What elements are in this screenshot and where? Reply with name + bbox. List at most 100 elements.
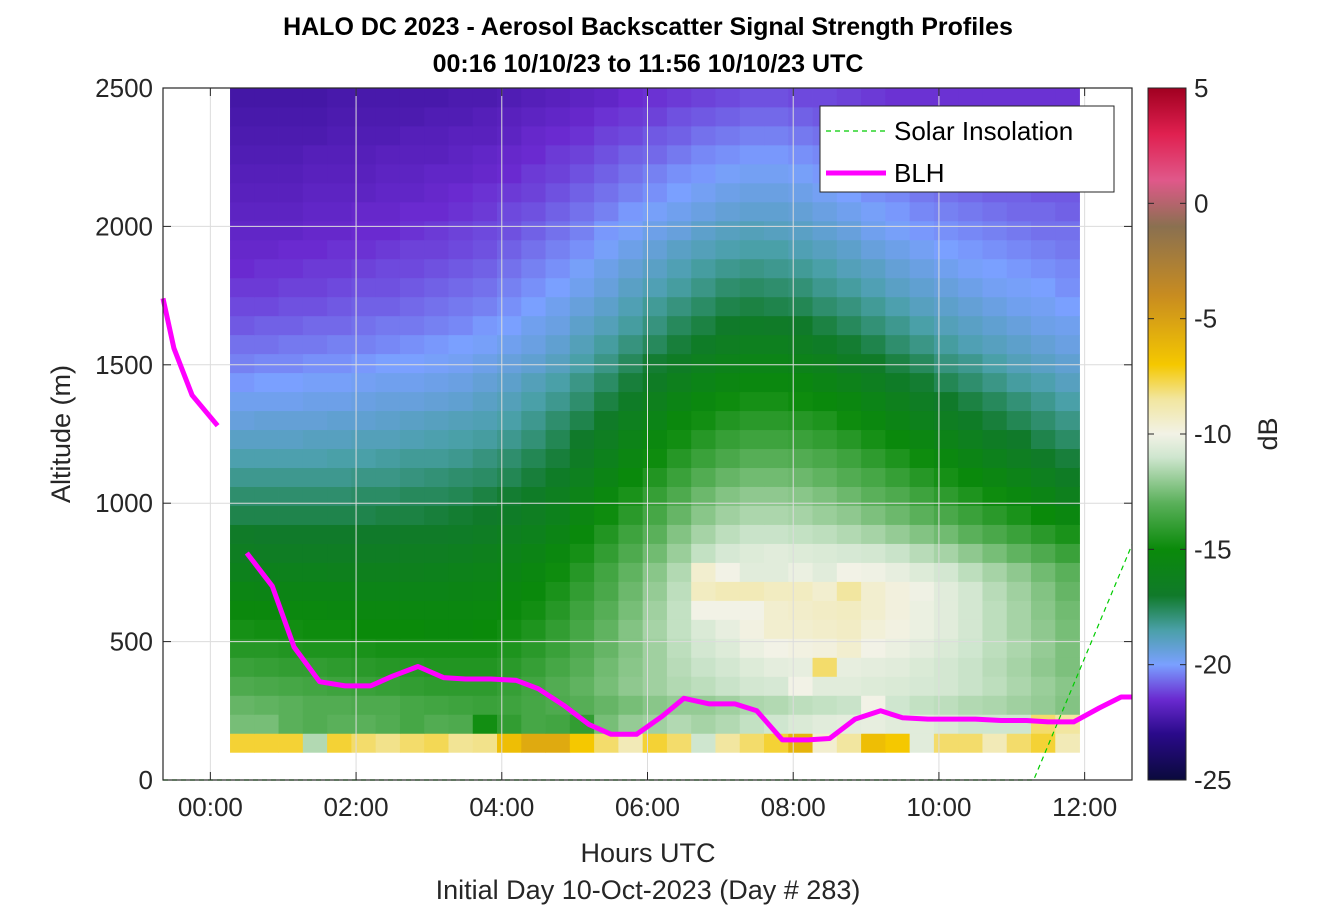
heatmap-cell bbox=[569, 467, 595, 487]
heatmap-cell bbox=[424, 486, 449, 506]
heatmap-cell bbox=[594, 429, 619, 450]
heatmap-cell bbox=[861, 258, 886, 279]
heatmap-cell bbox=[545, 106, 571, 127]
heatmap-cell bbox=[230, 315, 255, 336]
heatmap-cell bbox=[836, 505, 862, 525]
heatmap-cell bbox=[1031, 201, 1056, 222]
heatmap-cell bbox=[472, 543, 498, 563]
heatmap-cell bbox=[691, 315, 716, 336]
heatmap-cell bbox=[1031, 448, 1056, 469]
heatmap-cell bbox=[448, 277, 474, 298]
heatmap-cell bbox=[1006, 410, 1032, 431]
heatmap-cell bbox=[836, 695, 862, 715]
heatmap-cell bbox=[933, 467, 959, 487]
heatmap-cell bbox=[521, 543, 546, 563]
heatmap-cell bbox=[666, 88, 692, 108]
heatmap-cell bbox=[885, 201, 911, 222]
heatmap-cell bbox=[521, 334, 546, 355]
heatmap-cell bbox=[399, 277, 425, 298]
heatmap-cell bbox=[1031, 486, 1056, 506]
heatmap-cell bbox=[448, 163, 474, 184]
heatmap-cell bbox=[594, 277, 619, 298]
heatmap-cell bbox=[909, 524, 935, 544]
heatmap-cell bbox=[764, 182, 789, 203]
heatmap-cell bbox=[424, 695, 449, 715]
heatmap-cell bbox=[861, 524, 886, 544]
heatmap-cell bbox=[982, 562, 1008, 582]
heatmap-cell bbox=[254, 220, 279, 241]
heatmap-cell bbox=[1006, 448, 1032, 469]
heatmap-cell bbox=[885, 733, 911, 753]
heatmap-cell bbox=[569, 163, 595, 184]
heatmap-cell bbox=[982, 600, 1008, 620]
heatmap-cell bbox=[812, 467, 838, 487]
heatmap-cell bbox=[764, 163, 789, 184]
heatmap-cell bbox=[497, 429, 522, 450]
heatmap-cell bbox=[1031, 524, 1056, 544]
heatmap-cell bbox=[909, 600, 935, 620]
heatmap-cell bbox=[933, 220, 959, 241]
heatmap-cell bbox=[545, 600, 571, 620]
heatmap-cell bbox=[715, 448, 741, 469]
heatmap-cell bbox=[958, 429, 983, 450]
heatmap-cell bbox=[399, 334, 425, 355]
heatmap-cell bbox=[521, 258, 546, 279]
heatmap-cell bbox=[327, 695, 352, 715]
heatmap-cell bbox=[642, 676, 668, 696]
heatmap-cell bbox=[642, 106, 668, 127]
heatmap-cell bbox=[278, 88, 304, 108]
heatmap-cell bbox=[1055, 619, 1080, 639]
heatmap-cell bbox=[497, 562, 522, 582]
heatmap-cell bbox=[569, 144, 595, 165]
heatmap-cell bbox=[885, 467, 911, 487]
heatmap-cell bbox=[327, 714, 352, 734]
heatmap-cell bbox=[472, 638, 498, 658]
heatmap-cell bbox=[618, 695, 644, 715]
heatmap-cell bbox=[594, 106, 619, 127]
heatmap-cell bbox=[958, 315, 983, 336]
heatmap-cell bbox=[715, 733, 741, 753]
heatmap-cell bbox=[691, 676, 716, 696]
y-tick-label: 1000 bbox=[95, 488, 153, 518]
heatmap-cell bbox=[254, 467, 279, 487]
heatmap-cell bbox=[545, 524, 571, 544]
heatmap-cell bbox=[933, 676, 959, 696]
heatmap-cell bbox=[885, 239, 911, 260]
heatmap-cell bbox=[909, 657, 935, 677]
heatmap-cell bbox=[399, 201, 425, 222]
heatmap-cell bbox=[327, 410, 352, 431]
heatmap-cell bbox=[885, 315, 911, 336]
heatmap-cell bbox=[642, 657, 668, 677]
heatmap-cell bbox=[569, 657, 595, 677]
heatmap-cell bbox=[230, 353, 255, 374]
heatmap-cell bbox=[618, 676, 644, 696]
heatmap-cell bbox=[909, 258, 935, 279]
heatmap-cell bbox=[327, 353, 352, 374]
heatmap-cell bbox=[691, 391, 716, 412]
heatmap-cell bbox=[691, 220, 716, 241]
heatmap-cell bbox=[497, 182, 522, 203]
heatmap-cell bbox=[278, 391, 304, 412]
heatmap-cell bbox=[618, 714, 644, 734]
heatmap-cell bbox=[1055, 695, 1080, 715]
heatmap-cell bbox=[933, 334, 959, 355]
heatmap-cell bbox=[642, 334, 668, 355]
heatmap-cell bbox=[302, 733, 328, 753]
heatmap-cell bbox=[1006, 524, 1032, 544]
heatmap-cell bbox=[278, 125, 304, 146]
heatmap-cell bbox=[521, 562, 546, 582]
heatmap-cell bbox=[545, 505, 571, 525]
heatmap-cell bbox=[715, 258, 741, 279]
heatmap-cell bbox=[327, 163, 352, 184]
heatmap-cell bbox=[375, 296, 401, 317]
heatmap-cell bbox=[278, 201, 304, 222]
x-axis: 00:00 02:00 04:00 06:00 08:00 10:00 12:00 bbox=[178, 88, 1117, 822]
heatmap-cell bbox=[909, 676, 935, 696]
heatmap-cell bbox=[327, 315, 352, 336]
heatmap-cell bbox=[715, 429, 741, 450]
heatmap-cell bbox=[302, 391, 328, 412]
heatmap-cell bbox=[1006, 733, 1032, 753]
heatmap-cell bbox=[642, 467, 668, 487]
heatmap-cell bbox=[788, 182, 813, 203]
heatmap-cell bbox=[836, 581, 862, 601]
